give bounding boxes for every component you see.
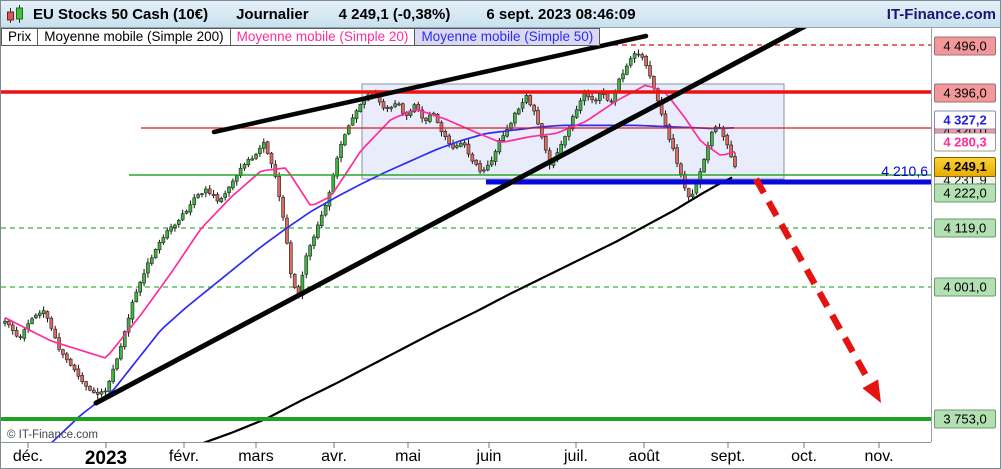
consolidation-box[interactable] bbox=[361, 83, 785, 180]
legend-item-ma[interactable]: Moyenne mobile (Simple 200) bbox=[38, 28, 231, 46]
ma200-line bbox=[199, 176, 733, 443]
x-axis-label: juin bbox=[476, 448, 502, 465]
x-axis-label: avr. bbox=[321, 448, 347, 465]
legend-item-ma[interactable]: Moyenne mobile (Simple 50) bbox=[415, 28, 601, 46]
watermark: © IT-Finance.com bbox=[7, 429, 98, 441]
x-axis-label: oct. bbox=[791, 448, 817, 465]
quote-datetime: 6 sept. 2023 08:46:09 bbox=[486, 5, 636, 23]
brand-logo-text: IT-Finance.com bbox=[886, 5, 996, 23]
price-badge: 4 396,0 bbox=[934, 83, 996, 103]
price-badge: 4 249,1 bbox=[934, 157, 996, 177]
x-axis-label: déc. bbox=[12, 448, 44, 465]
trendline[interactable] bbox=[93, 20, 814, 406]
price-badge: 3 753,0 bbox=[934, 409, 996, 429]
x-axis-label: juil. bbox=[563, 448, 589, 465]
x-axis-label: août bbox=[628, 448, 660, 465]
ma20-line bbox=[4, 84, 736, 359]
candlestick-icon bbox=[7, 5, 23, 23]
support-level-label: 4 210,6 bbox=[881, 163, 928, 179]
price-badge: 4 327,2 bbox=[934, 110, 996, 130]
projection-arrow-head[interactable] bbox=[862, 379, 881, 403]
x-axis-label: févr. bbox=[168, 448, 200, 465]
legend-item-ma[interactable]: Moyenne mobile (Simple 20) bbox=[230, 28, 416, 46]
price-badge: 4 222,0 bbox=[934, 183, 996, 203]
last-price-change: 4 249,1 (-0,38%) bbox=[338, 5, 451, 23]
x-axis-label: mai bbox=[395, 448, 421, 465]
price-badge: 4 119,0 bbox=[934, 218, 996, 238]
timeframe-label: Journalier bbox=[236, 5, 309, 23]
indicator-legend-bar: Prix Moyenne mobile (Simple 200) Moyenne m… bbox=[1, 28, 601, 46]
legend-item-price[interactable]: Prix bbox=[1, 28, 39, 46]
price-badge: 4 496,0 bbox=[934, 36, 996, 56]
x-axis-label: nov. bbox=[864, 448, 894, 465]
trendline[interactable] bbox=[211, 33, 649, 135]
price-badge: 4 001,0 bbox=[934, 277, 996, 297]
projection-arrow-line[interactable] bbox=[753, 177, 872, 383]
x-axis-label: mars bbox=[238, 448, 274, 465]
time-axis: déc. 2023 févr. mars avr. mai juin juil. août sep… bbox=[1, 443, 1000, 469]
price-badge: 4 280,3 bbox=[934, 132, 996, 152]
title-bar: EU Stocks 50 Cash (10€) Journalier 4 249… bbox=[1, 1, 1000, 28]
instrument-name: EU Stocks 50 Cash (10€) bbox=[33, 5, 209, 23]
x-axis-label: sept. bbox=[710, 448, 746, 465]
x-axis-label: 2023 bbox=[84, 448, 128, 469]
